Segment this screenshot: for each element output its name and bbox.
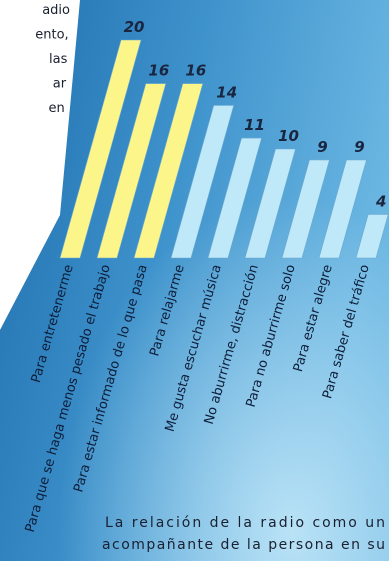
side-text-line: ento, [35,28,68,43]
bar [281,159,330,259]
bar [244,148,296,259]
value-label: 20 [124,18,145,36]
side-text-line: las [49,52,68,67]
caption: La relación de la radio como un acompañan… [102,515,385,553]
bar [59,39,142,259]
value-label: 4 [375,192,386,210]
value-label: 16 [148,62,169,80]
bar [207,137,262,259]
bar [96,83,167,259]
side-text-line: ar [53,77,67,92]
value-label: 11 [244,116,265,134]
bar [355,214,389,259]
value-label: 10 [278,127,299,145]
value-label: 9 [354,138,364,156]
value-label: 16 [185,62,206,80]
bar [170,105,235,259]
caption-line: La relación de la radio como un [105,515,385,531]
side-text: adio ento, las ar en [35,3,70,116]
value-label: 14 [216,83,237,101]
side-text-line: adio [42,3,70,18]
caption-line: acompañante de la persona en su [102,537,385,553]
bar [318,159,367,259]
value-label: 9 [317,138,327,156]
text-panel [0,0,80,330]
side-text-line: en [49,101,65,116]
bar [133,83,204,259]
